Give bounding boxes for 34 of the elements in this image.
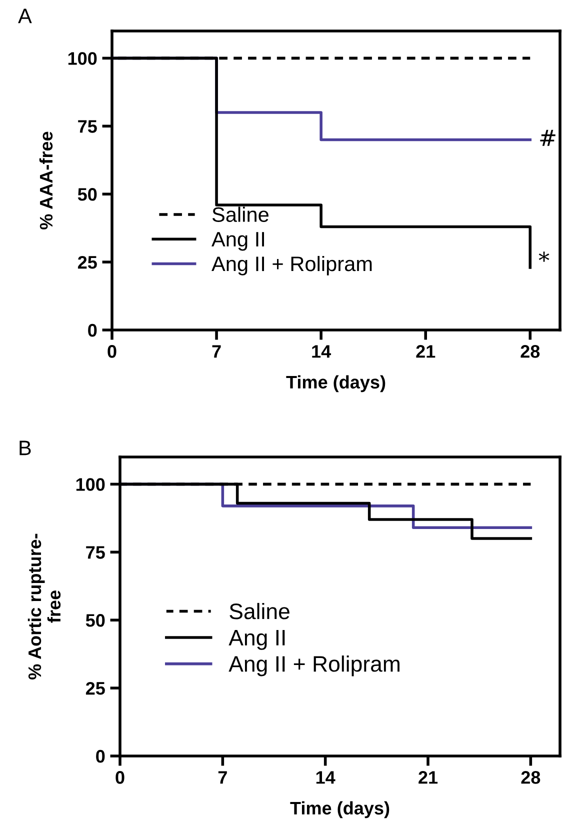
y-tick-label: 50 (86, 614, 105, 627)
y-tick-label: 100 (68, 52, 97, 65)
y-tick-label: 75 (78, 120, 97, 133)
y-tick-label: 75 (86, 546, 105, 559)
y-tick-label: 100 (76, 478, 105, 491)
x-tick-label: 28 (521, 771, 540, 784)
legend-label: Ang II + Rolipram (212, 256, 372, 276)
annotation: * (538, 252, 550, 262)
y-tick-label: 25 (86, 682, 105, 695)
legend-label: Saline (230, 602, 290, 620)
y-tick-label: 25 (78, 256, 97, 269)
x-tick-label: 14 (316, 771, 336, 784)
x-tick-label: 28 (520, 345, 540, 358)
x-axis-title: Time (days) (286, 375, 386, 392)
legend-label: Ang II (228, 630, 285, 650)
chart-title: B (20, 440, 31, 456)
y-tick-label: 0 (88, 324, 97, 337)
y-tick-label: 0 (96, 750, 105, 763)
chart-title: A (18, 8, 32, 24)
x-axis-title: Time (days) (290, 801, 390, 818)
x-tick-label: 7 (212, 345, 221, 358)
x-tick-label: 21 (418, 771, 438, 784)
x-tick-label: 0 (116, 771, 124, 784)
x-tick-label: 0 (108, 345, 116, 358)
x-tick-label: 14 (312, 345, 332, 358)
y-axis-title: % Aortic rupture- free (28, 534, 61, 680)
x-tick-label: 7 (218, 771, 227, 784)
legend-label: Ang II (212, 232, 264, 251)
x-tick-label: 21 (416, 345, 436, 358)
legend-label: Ang II + Rolipram (228, 655, 400, 676)
y-axis-title: % AAA-free (39, 132, 53, 230)
y-tick-label: 50 (78, 188, 97, 201)
legend-label: Saline (212, 206, 268, 222)
annotation: # (540, 130, 556, 146)
